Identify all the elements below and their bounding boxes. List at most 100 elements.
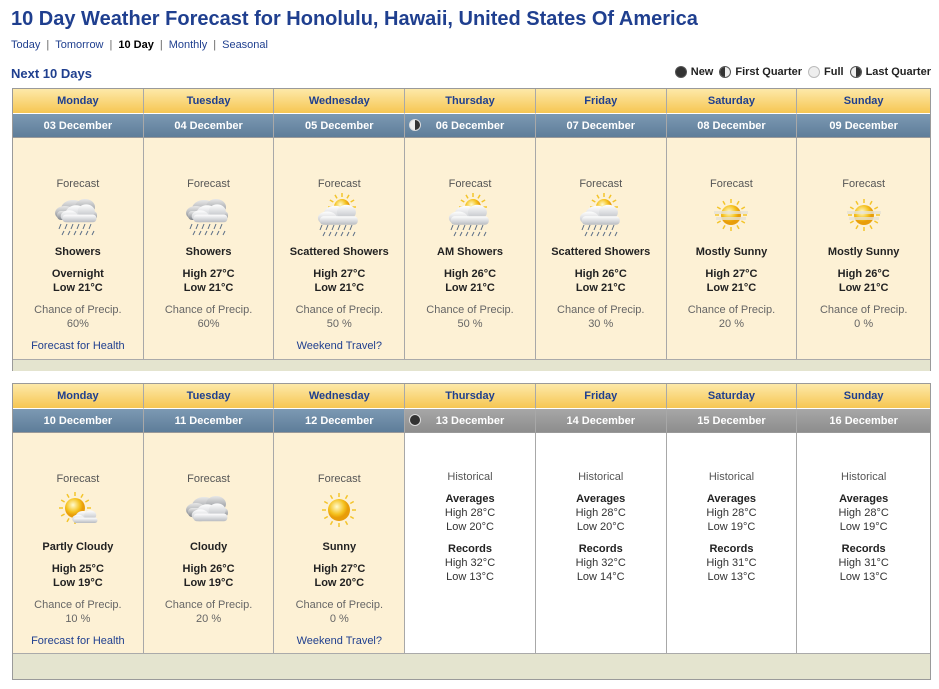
- day-date: 10 December: [13, 409, 144, 433]
- day-name: Saturday: [666, 89, 798, 114]
- day-date: 15 December: [666, 409, 798, 433]
- day-date: 14 December: [535, 409, 667, 433]
- temp-high: High 25°C: [51, 563, 104, 575]
- mostly-sunny-icon: [839, 193, 889, 239]
- avg-high: High 28°C: [838, 507, 889, 519]
- partly-cloudy-icon: [53, 488, 103, 534]
- temp-high: High 26°C: [837, 268, 890, 280]
- temp-high: Overnight: [51, 268, 104, 280]
- showers-icon: [53, 193, 103, 239]
- forecast-label: Forecast: [842, 178, 886, 190]
- nav-monthly[interactable]: Monthly: [168, 39, 208, 51]
- precip-value: 50 %: [326, 318, 352, 330]
- day-name: Sunday: [797, 384, 931, 409]
- avg-low: Low 19°C: [707, 521, 756, 533]
- legend-full: Full: [808, 66, 844, 78]
- day-date: 07 December: [535, 114, 667, 138]
- precip-value: 60%: [66, 318, 89, 330]
- last-quarter-moon-icon: [409, 119, 422, 131]
- avg-high: High 28°C: [444, 507, 496, 519]
- forecast-cell: Forecast Sunny High 27°C Low 20°C Chance…: [274, 433, 406, 653]
- temp-low: Low 21°C: [838, 282, 889, 294]
- historical-cell: Historical Averages High 28°C Low 20°C R…: [535, 433, 667, 653]
- avg-high: High 28°C: [706, 507, 757, 519]
- nav-tomorrow[interactable]: Tomorrow: [55, 39, 104, 51]
- precip-label: Chance of Precip.: [34, 304, 122, 316]
- record-low: Low 13°C: [839, 571, 888, 583]
- scattered-showers-icon: [576, 193, 626, 239]
- precip-value: 60%: [197, 318, 220, 330]
- week-1-grid: Monday Tuesday Wednesday Thursday Friday Satu…: [12, 88, 931, 371]
- scattered-showers-icon: [445, 193, 495, 239]
- nav-seasonal[interactable]: Seasonal: [222, 39, 268, 51]
- forecast-link[interactable]: Forecast for Health: [31, 340, 125, 352]
- temp-high: High 26°C: [443, 268, 497, 280]
- temp-low: Low 21°C: [445, 282, 495, 294]
- precip-value: 0 %: [854, 318, 874, 330]
- averages-label: Averages: [576, 493, 626, 505]
- condition: Showers: [54, 246, 101, 258]
- record-high: High 31°C: [838, 557, 889, 569]
- day-date: 11 December: [143, 409, 275, 433]
- averages-label: Averages: [839, 493, 889, 505]
- historical-label: Historical: [841, 471, 887, 483]
- day-name: Wednesday: [274, 384, 406, 409]
- forecast-label: Forecast: [187, 178, 230, 190]
- temp-high: High 27°C: [313, 268, 366, 280]
- forecast-cell: Forecast Mostly Sunny High 27°C Low 21°C…: [666, 138, 798, 359]
- precip-label: Chance of Precip.: [819, 304, 908, 316]
- temp-high: High 26°C: [574, 268, 627, 280]
- precip-value: 30 %: [588, 318, 614, 330]
- day-date: 06 December: [405, 114, 536, 138]
- forecast-link[interactable]: Weekend Travel?: [296, 635, 382, 647]
- day-name: Monday: [13, 384, 144, 409]
- condition: Sunny: [322, 541, 357, 553]
- week-2-grid: Monday Tuesday Wednesday Thursday Friday Satu…: [12, 383, 931, 680]
- day-date: 16 December: [797, 409, 931, 433]
- records-label: Records: [448, 543, 493, 555]
- precip-value: 20 %: [196, 613, 222, 625]
- temp-low: Low 20°C: [314, 577, 365, 589]
- precip-value: 50 %: [457, 318, 483, 330]
- sunny-icon: [314, 488, 364, 534]
- day-name: Tuesday: [143, 384, 275, 409]
- new-moon-icon: [674, 66, 687, 78]
- day-name: Wednesday: [274, 89, 406, 114]
- precip-label: Chance of Precip.: [34, 599, 122, 611]
- last-quarter-moon-icon: [849, 66, 862, 78]
- forecast-label: Forecast: [710, 178, 753, 190]
- temp-high: High 26°C: [182, 563, 235, 575]
- nav-today[interactable]: Today: [11, 39, 41, 51]
- precip-label: Chance of Precip.: [164, 304, 253, 316]
- historical-cell: Historical Averages High 28°C Low 19°C R…: [666, 433, 798, 653]
- forecast-label: Forecast: [579, 178, 623, 190]
- moon-phase-legend: New First Quarter Full Last Quarter: [669, 66, 931, 78]
- condition: Mostly Sunny: [827, 246, 900, 258]
- scattered-showers-icon: [314, 193, 364, 239]
- day-date: 08 December: [666, 114, 798, 138]
- day-name: Tuesday: [143, 89, 275, 114]
- day-name: Sunday: [797, 89, 931, 114]
- precip-label: Chance of Precip.: [295, 304, 384, 316]
- full-moon-icon: [808, 66, 821, 78]
- forecast-cell: Forecast Cloudy High 26°C Low 19°C Chanc…: [143, 433, 275, 653]
- historical-label: Historical: [708, 471, 755, 483]
- avg-high: High 28°C: [575, 507, 626, 519]
- forecast-cell: Forecast Showers High 27°C Low 21°C Chan…: [143, 138, 275, 359]
- condition: Partly Cloudy: [42, 541, 114, 553]
- condition: Scattered Showers: [289, 246, 389, 258]
- temp-high: High 27°C: [313, 563, 366, 575]
- forecast-link[interactable]: Forecast for Health: [31, 635, 125, 647]
- forecast-link[interactable]: Weekend Travel?: [296, 340, 382, 352]
- condition: AM Showers: [437, 246, 504, 258]
- temp-low: Low 21°C: [314, 282, 365, 294]
- avg-low: Low 19°C: [839, 521, 888, 533]
- avg-low: Low 20°C: [446, 521, 494, 533]
- precip-label: Chance of Precip.: [426, 304, 514, 316]
- forecast-label: Forecast: [187, 473, 230, 485]
- day-date: 13 December: [405, 409, 536, 433]
- forecast-cell: Forecast Scattered Showers High 26°C Low…: [535, 138, 667, 359]
- historical-cell: Historical Averages High 28°C Low 20°C R…: [405, 433, 536, 653]
- showers-icon: [184, 193, 234, 239]
- precip-label: Chance of Precip.: [164, 599, 253, 611]
